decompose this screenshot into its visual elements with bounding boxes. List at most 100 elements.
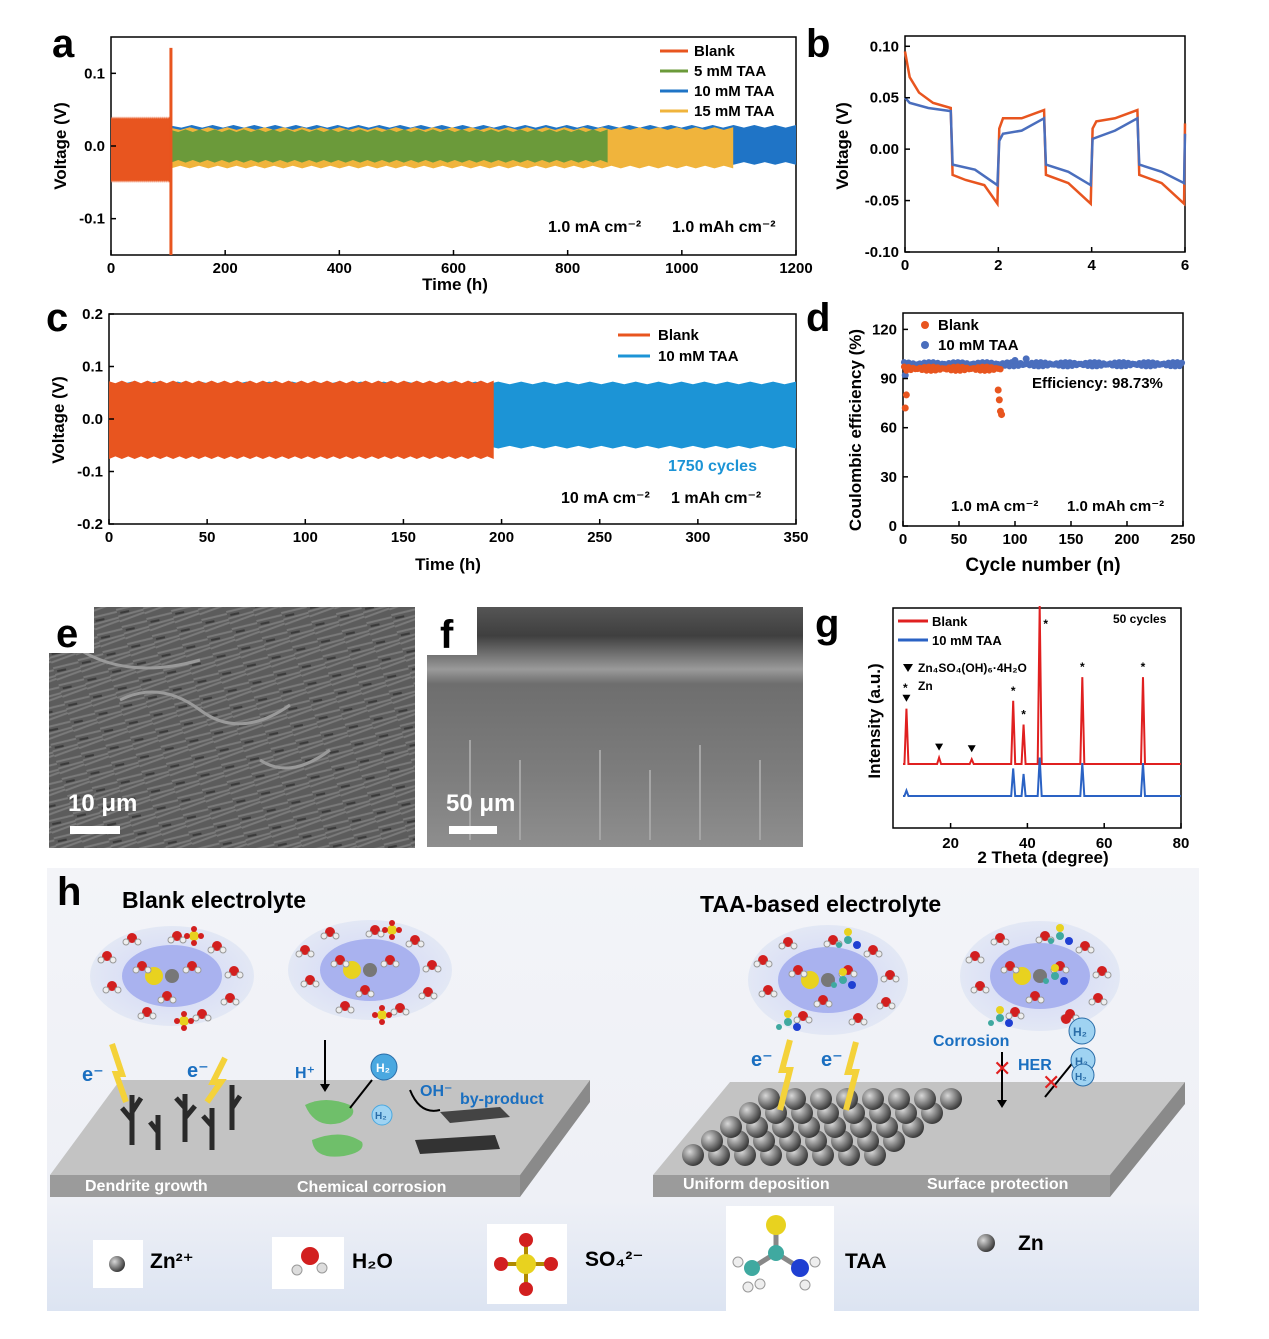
label-chemical-corrosion: Chemical corrosion [297, 1179, 446, 1196]
water-molecule [783, 937, 793, 947]
zn-peak-marker: * [1011, 684, 1016, 698]
dendrites [120, 1085, 243, 1150]
water-molecule [325, 927, 335, 937]
water-molecule [868, 945, 878, 955]
y-tick-label: 90 [880, 371, 897, 388]
panel-c-capacity: 1 mAh cm⁻² [671, 490, 761, 507]
legend-c-taa: 10 mM TAA [658, 348, 739, 365]
water-molecule [1040, 931, 1050, 941]
zinc-atom-icon [977, 1234, 995, 1252]
zinc-deposit [758, 1088, 780, 1110]
water-molecule [305, 975, 315, 985]
x-tick-label: 350 [783, 529, 808, 546]
hydroxide-label: OH⁻ [420, 1083, 452, 1100]
legend-d-taa-marker [921, 341, 929, 349]
zinc-deposit [810, 1088, 832, 1110]
panel-d-ylabel: Coulombic efficiency (%) [846, 329, 865, 531]
x-tick-label: 800 [555, 260, 580, 277]
hydrogen-bubble-icon [1071, 1063, 1095, 1087]
legend-15mm: 15 mM TAA [694, 103, 775, 120]
zinc-deposit [739, 1102, 761, 1124]
water-molecule [127, 933, 137, 943]
basic-salt-marker [902, 694, 911, 702]
y-tick-label: 30 [880, 469, 897, 486]
key-zn: Zn [1018, 1232, 1044, 1255]
zinc-ion-icon [109, 1256, 125, 1272]
panel-d-efficiency: Efficiency: 98.73% [1032, 375, 1163, 392]
water-molecule [818, 995, 828, 1005]
x-tick-label: 50 [199, 529, 216, 546]
panel-a-label: a [52, 22, 75, 66]
key-so4: SO₄²⁻ [585, 1248, 643, 1271]
zinc-deposit [720, 1116, 742, 1138]
series-blank-point [901, 404, 909, 412]
water-molecule [229, 966, 239, 976]
x-tick-label: 40 [1019, 835, 1036, 852]
x-tick-label: 200 [1114, 531, 1139, 548]
corrosion-pit [312, 1134, 363, 1157]
water-molecule [798, 1011, 808, 1021]
lightning-icon [204, 1056, 228, 1104]
y-tick-label: 0.1 [84, 65, 105, 82]
zinc-deposit [862, 1088, 884, 1110]
triangle-marker [903, 664, 913, 672]
water-molecule [395, 1003, 405, 1013]
series-blank-point [902, 391, 910, 399]
proton-label: H⁺ [295, 1065, 315, 1082]
zinc-deposit [888, 1088, 910, 1110]
y-tick-label: -0.05 [865, 193, 899, 210]
y-tick-label: -0.1 [77, 464, 103, 481]
panel-d-frame [902, 312, 1184, 527]
water-molecule [1030, 991, 1040, 1001]
water-molecule [758, 955, 768, 965]
water-molecule [881, 997, 891, 1007]
taa-molecule-icon [732, 1215, 821, 1293]
key-taa: TAA [845, 1250, 887, 1273]
sulfate-molecule [179, 1016, 189, 1026]
corrosion-pit [305, 1100, 354, 1125]
x-tick-label: 150 [1058, 531, 1083, 548]
panel-b: b 0 2 4 6 0.10 0.05 0.00 -0.05 -0.10 Voltage (V) [806, 22, 1189, 274]
x-tick-label: 0 [105, 529, 113, 546]
byproduct-flake [440, 1107, 510, 1123]
corrosion-label: Corrosion [933, 1033, 1009, 1050]
water-molecule [212, 941, 222, 951]
y-tick-label: 0.0 [84, 138, 105, 155]
series-5mm-band [170, 129, 608, 163]
water-molecule [360, 985, 370, 995]
y-tick-label: 0.00 [870, 141, 899, 158]
water-molecule [763, 985, 773, 995]
series-blank-band [111, 116, 171, 183]
zn-peak-marker: * [1080, 660, 1085, 674]
panel-e-sem-image: e 10 μm [49, 607, 415, 848]
x-tick-label: 250 [587, 529, 612, 546]
basic-salt-marker [935, 743, 944, 751]
legend-d-blank-marker [921, 321, 929, 329]
y-tick-label: 0.0 [82, 411, 103, 428]
panel-d-capacity: 1.0 mAh cm⁻² [1067, 498, 1164, 515]
panel-a-ylabel: Voltage (V) [51, 102, 70, 190]
water-molecule [225, 993, 235, 1003]
svg-text:H₂: H₂ [1073, 1025, 1087, 1039]
water-molecule [137, 961, 147, 971]
water-molecule [1080, 941, 1090, 951]
sulfate-molecule [189, 931, 199, 941]
x-tick-label: 0 [107, 260, 115, 277]
water-molecule [1093, 993, 1103, 1003]
water-molecule [970, 951, 980, 961]
x-tick-label: 300 [685, 529, 710, 546]
x-tick-label: 100 [1002, 531, 1027, 548]
y-tick-label: -0.10 [865, 244, 899, 261]
water-molecule [187, 961, 197, 971]
x-tick-label: 0 [899, 531, 907, 548]
y-tick-label: 0.10 [870, 38, 899, 55]
byproduct-label: by-product [460, 1091, 544, 1108]
taa-molecule [844, 928, 852, 936]
water-molecule [410, 935, 420, 945]
x-tick-label: 0 [901, 257, 909, 274]
x-tick-label: 60 [1096, 835, 1113, 852]
water-molecule [828, 935, 838, 945]
panel-g: g * * * * * 20 40 60 80 2 Theta (degree) Intens… [815, 602, 1189, 867]
panel-f-sem-image: f 50 μm [427, 607, 803, 847]
